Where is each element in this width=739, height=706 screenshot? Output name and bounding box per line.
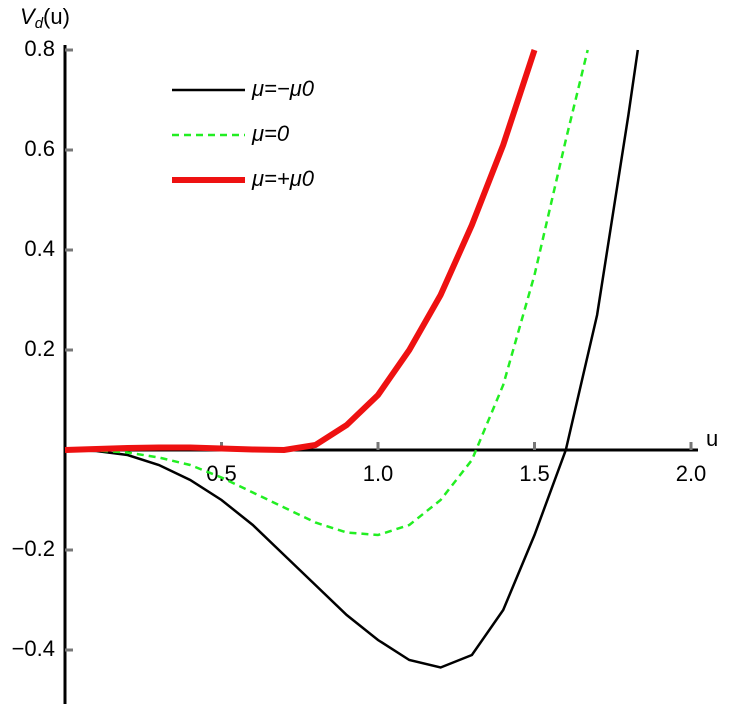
y-tick-label: 0.6	[24, 136, 55, 161]
series-line	[64, 49, 640, 669]
y-tick-label: −0.4	[12, 636, 55, 661]
series-line	[64, 49, 589, 537]
legend-label: μ=0	[251, 121, 290, 146]
y-tick-label: 0.4	[24, 236, 55, 261]
x-axis-label: u	[706, 426, 718, 451]
y-tick-label: 0.2	[24, 336, 55, 361]
y-tick-label: 0.8	[24, 36, 55, 61]
x-tick-label: 1.0	[363, 461, 394, 486]
legend-label: μ=+μ0	[251, 166, 315, 191]
y-label-rest: (u)	[43, 4, 70, 29]
y-label-main: V	[20, 4, 37, 29]
y-tick-label: −0.2	[12, 536, 55, 561]
x-tick-label: 2.0	[676, 461, 707, 486]
y-label-sub: d	[35, 15, 44, 32]
legend-label: μ=−μ0	[251, 76, 315, 101]
series-line	[64, 49, 538, 454]
x-tick-label: 1.5	[519, 461, 550, 486]
y-axis-label: Vd(u)	[20, 4, 70, 32]
